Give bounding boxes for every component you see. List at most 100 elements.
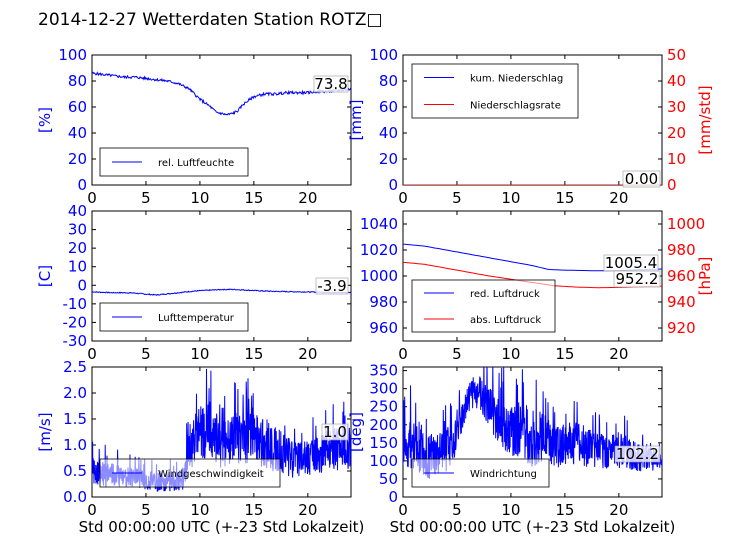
legend-box [411,63,579,119]
y-tick-label: 300 [369,380,398,398]
y-tick-label: 50 [379,470,398,488]
y-tick-label: 0 [77,276,87,294]
y-tick-label: 60 [379,98,398,116]
chart-windspeed: 0 5 10 15 20 0.0 0.5 1.0 1.5 2.0 2.5 [m/s] Std 00:00… [36,358,364,536]
x-tick-label: 15 [555,501,574,519]
y-tick-label: 80 [68,72,87,90]
legend-label: rel. Luftfeuchte [158,158,234,169]
legend-label: Windrichtung [470,469,537,480]
series-line-humidity-0 [92,71,351,116]
y-tick-label: 200 [369,416,398,434]
x-tick-label: 15 [244,345,263,363]
x-tick-label: 20 [609,189,628,207]
y2-tick-label: 50 [667,46,686,64]
y-tick-label: 100 [369,46,398,64]
value-annotation-box [321,423,349,441]
legend-box [411,279,556,333]
x-tick-label: 10 [190,345,209,363]
legend-label: Lufttemperatur [158,313,235,324]
y-tick-label: 100 [58,46,87,64]
value-annotation-box [313,75,349,93]
y-tick-label: 40 [379,124,398,142]
y-tick-label: 0.5 [63,462,87,480]
value-annotation-box [315,277,349,295]
x-tick-label: 20 [298,345,317,363]
x-tick-label: 5 [141,501,151,519]
x-axis-label: Std 00:00:00 UTC (+-23 Std Lokalzeit) [79,518,365,536]
y-tick-label: 2.5 [63,358,87,376]
value-annotation: 102.2 [616,445,659,463]
y-tick-label: 1.5 [63,410,87,428]
y2-tick-label: 940 [667,293,696,311]
y-axis-label: [%] [36,107,54,133]
plot-frame [91,54,352,186]
series-line-windspeed-0 [92,368,351,492]
y2-tick-label: 960 [667,267,696,285]
x-tick-label: 0 [87,501,97,519]
page-title: 2014-12-27 Wetterdaten Station ROTZ□ [38,10,383,30]
x-tick-label: 5 [452,189,462,207]
y-tick-label: 350 [369,362,398,380]
x-tick-label: 0 [398,189,408,207]
x-tick-label: 10 [501,189,520,207]
y2-tick-label: 980 [667,241,696,259]
x-tick-label: 15 [555,345,574,363]
x-tick-label: 5 [141,345,151,363]
y-tick-label: 10 [68,258,87,276]
value-annotation-box [613,270,661,288]
x-tick-label: 0 [87,345,97,363]
y-tick-label: 30 [68,221,87,239]
value-annotation-box [614,445,661,463]
x-tick-label: 10 [190,189,209,207]
y-tick-label: -10 [63,295,88,313]
y-tick-label: 0 [388,488,398,506]
x-tick-label: 10 [501,345,520,363]
y2-tick-label: 30 [667,98,686,116]
x-tick-label: 20 [298,189,317,207]
series-line-temperature-0 [92,288,351,296]
value-annotation: 73.8 [314,75,347,93]
y2-tick-label: 40 [667,72,686,90]
y2-axis-label: [mm/std] [696,85,714,154]
y-tick-label: 1.0 [63,436,87,454]
value-annotation: 952.2 [616,270,659,288]
y-tick-label: 20 [68,150,87,168]
value-annotation: 0.00 [625,170,658,188]
chart-precipitation: 0 5 10 15 20 0 20 40 60 80 100 0 10 20 30 40 50 [mm] [mm/s… [347,46,714,207]
y2-tick-label: 1000 [667,215,705,233]
y-tick-label: 2.0 [63,384,87,402]
y-axis-label: [deg] [347,412,365,452]
y-tick-label: 0.0 [63,488,87,506]
y-tick-label: -20 [63,313,88,331]
value-annotation: 1.0 [323,423,347,441]
legend-label: red. Luftdruck [470,289,540,300]
legend-label: Windgeschwindigkeit [158,469,264,480]
y2-tick-label: 20 [667,124,686,142]
x-tick-label: 20 [298,501,317,519]
y-tick-label: 40 [68,124,87,142]
y-axis-label: [C] [36,265,54,287]
y-tick-label: 20 [68,239,87,257]
y-tick-label: 60 [68,98,87,116]
y-tick-label: 980 [369,293,398,311]
value-annotation: 1005.4 [605,254,658,272]
x-axis-label: Std 00:00:00 UTC (+-23 Std Lokalzeit) [390,518,676,536]
y-tick-label: 150 [369,434,398,452]
legend-label: Niederschlagsrate [470,101,561,112]
y-tick-label: 0 [77,176,87,194]
y-axis-label: [m/s] [36,412,54,451]
y-tick-label: 40 [68,202,87,220]
x-tick-label: 0 [398,501,408,519]
x-tick-label: 5 [141,189,151,207]
y-tick-label: 1020 [360,241,398,259]
y2-tick-label: 0 [667,176,677,194]
value-annotation: -3.9 [317,277,346,295]
y-tick-label: 0 [388,176,398,194]
x-tick-label: 5 [452,345,462,363]
x-tick-label: 10 [501,501,520,519]
value-annotation-box [622,170,661,188]
y-axis-label: [mm] [347,100,365,141]
legend-label: abs. Luftdruck [470,315,541,326]
x-tick-label: 10 [190,501,209,519]
